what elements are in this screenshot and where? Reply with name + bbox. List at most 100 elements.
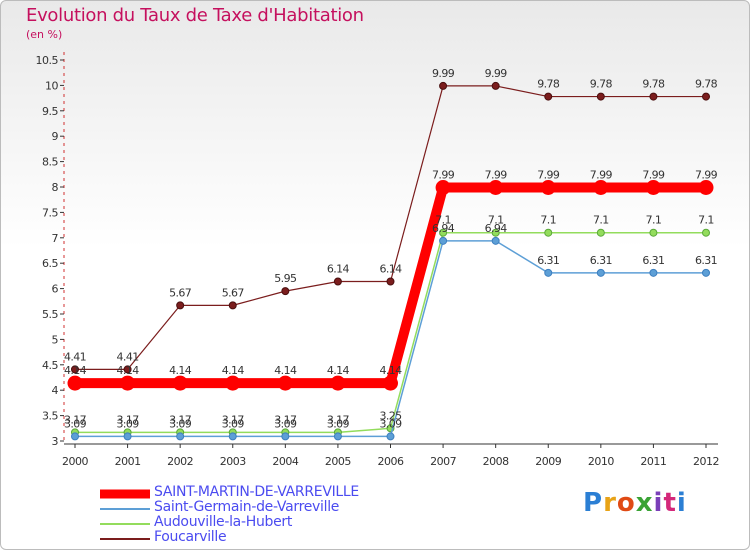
data-label: 3.17 (274, 413, 297, 426)
data-label: 4.14 (64, 364, 87, 377)
data-label: 7.1 (593, 214, 609, 227)
data-label: 7.1 (698, 214, 714, 227)
data-point (71, 432, 79, 441)
data-label: 6.94 (432, 222, 455, 235)
data-point (544, 268, 553, 277)
data-point (330, 375, 346, 391)
data-point (439, 81, 448, 90)
data-point (333, 432, 342, 441)
data-point (544, 92, 553, 101)
data-point (435, 180, 451, 196)
x-tick-label: 2002 (167, 455, 193, 468)
data-label: 4.14 (379, 364, 402, 377)
data-point (596, 268, 605, 277)
x-tick-label: 2001 (115, 455, 141, 468)
data-point (123, 432, 132, 441)
data-point (123, 365, 132, 374)
data-point (333, 277, 342, 286)
x-tick-label: 2010 (588, 455, 614, 468)
legend-swatch (100, 489, 150, 498)
data-point (67, 375, 83, 391)
proxiti-logo: Proxiti (583, 488, 687, 518)
data-point (491, 236, 500, 245)
data-label: 6.31 (642, 254, 664, 267)
data-label: 7.99 (537, 169, 560, 182)
data-point (596, 92, 605, 101)
x-tick-label: 2011 (640, 455, 666, 468)
data-point (383, 375, 398, 391)
data-point (386, 277, 395, 286)
y-tick-label: 3 (52, 435, 59, 448)
logo-letter: r (603, 488, 617, 518)
data-point (593, 180, 609, 196)
y-tick-label: 8 (52, 181, 59, 194)
logo-letter: t (663, 488, 677, 518)
data-label: 5.67 (169, 286, 192, 299)
data-label: 3.25 (379, 409, 402, 422)
data-label: 4.14 (327, 364, 350, 377)
series-line-3 (75, 85, 706, 370)
data-point (228, 301, 237, 310)
data-label: 7.1 (646, 214, 662, 227)
y-tick-label: 10.5 (36, 54, 59, 67)
data-label: 6.31 (695, 254, 717, 267)
data-point (702, 92, 710, 101)
data-point (277, 375, 293, 391)
x-tick-label: 2003 (220, 455, 246, 468)
data-point (281, 287, 290, 296)
data-label: 3.09 (274, 417, 297, 430)
data-point (544, 228, 553, 237)
data-label: 7.1 (540, 214, 556, 227)
x-tick-label: 2005 (325, 455, 351, 468)
data-point (176, 432, 185, 441)
data-label: 6.31 (537, 254, 559, 267)
data-point (228, 432, 237, 441)
logo-letter: P (583, 488, 604, 518)
x-tick-label: 2007 (430, 455, 456, 468)
data-point (702, 268, 710, 277)
data-label: 6.14 (327, 262, 350, 275)
x-tick-label: 2009 (535, 455, 561, 468)
y-tick-label: 6 (52, 283, 59, 296)
data-point (649, 268, 658, 277)
data-label: 7.99 (590, 169, 613, 182)
data-label: 6.94 (485, 222, 508, 235)
data-label: 6.31 (590, 254, 612, 267)
data-point (386, 432, 395, 441)
data-point (71, 365, 79, 374)
x-tick-label: 2006 (378, 455, 404, 468)
x-tick-label: 2012 (693, 455, 719, 468)
data-point (172, 375, 188, 391)
data-label: 9.78 (695, 78, 718, 91)
data-label: 4.41 (64, 350, 86, 363)
legend-swatch (100, 522, 150, 525)
data-point (281, 432, 290, 441)
data-label: 9.78 (590, 78, 613, 91)
y-tick-label: 4.5 (42, 359, 58, 372)
legend-label: SAINT-MARTIN-DE-VARREVILLE (154, 484, 359, 500)
y-tick-label: 9.5 (42, 105, 58, 118)
data-label: 3.09 (169, 417, 192, 430)
logo-letter: i (653, 488, 664, 518)
y-tick-label: 6.5 (42, 257, 58, 270)
y-tick-label: 8.5 (42, 156, 58, 169)
data-label: 3.17 (222, 413, 245, 426)
data-label: 3.09 (64, 417, 87, 430)
data-point (698, 180, 714, 196)
data-label: 3.09 (379, 417, 402, 430)
data-point (649, 92, 658, 101)
x-tick-label: 2000 (62, 455, 88, 468)
data-point (225, 375, 241, 391)
data-point (649, 228, 658, 237)
legend-label: Foucarville (154, 529, 227, 545)
data-label: 7.99 (485, 169, 508, 182)
logo-letter: x (635, 488, 654, 518)
data-point (702, 228, 710, 237)
data-point (120, 375, 136, 391)
y-tick-label: 9 (52, 130, 59, 143)
data-label: 4.14 (169, 364, 192, 377)
data-label: 9.99 (485, 67, 508, 80)
data-point (176, 301, 185, 310)
x-tick-label: 2004 (272, 455, 298, 468)
unit-label: (en %) (26, 28, 63, 41)
